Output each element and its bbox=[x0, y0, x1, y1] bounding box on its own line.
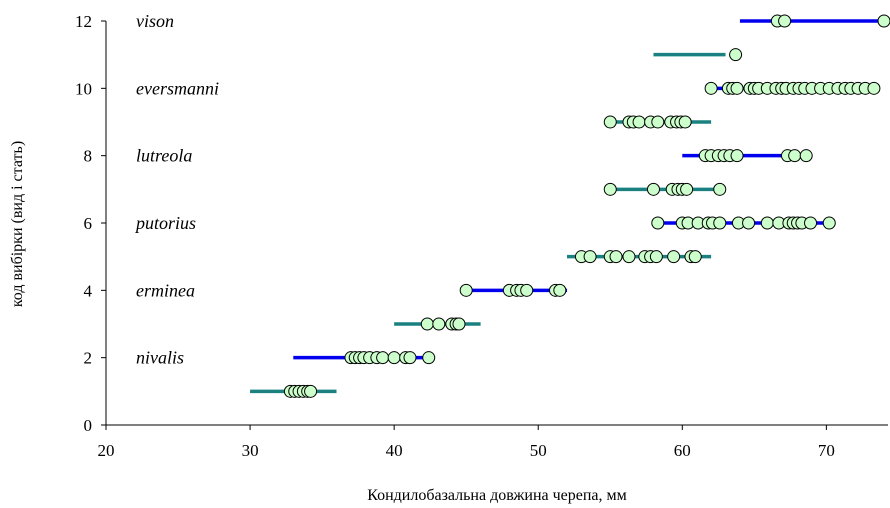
data-point bbox=[646, 182, 660, 196]
data-point bbox=[304, 384, 318, 398]
data-point bbox=[804, 216, 818, 230]
data-point bbox=[651, 115, 665, 129]
x-tick-label: 40 bbox=[386, 441, 403, 460]
species-label: vison bbox=[136, 11, 174, 31]
data-point bbox=[680, 182, 694, 196]
species-label: nivalis bbox=[136, 348, 184, 368]
species-label: lutreola bbox=[136, 146, 192, 166]
data-point bbox=[603, 182, 617, 196]
data-point bbox=[742, 216, 756, 230]
data-point bbox=[730, 149, 744, 163]
data-point bbox=[603, 115, 617, 129]
species-label: erminea bbox=[136, 280, 195, 300]
x-tick-label: 50 bbox=[530, 441, 547, 460]
data-point bbox=[553, 283, 567, 297]
data-point bbox=[632, 115, 646, 129]
data-point bbox=[622, 250, 636, 264]
y-tick-label: 0 bbox=[84, 416, 93, 435]
data-point bbox=[729, 48, 743, 62]
data-point bbox=[822, 216, 836, 230]
x-axis-title: Кондилобазальна довжина черепа, мм bbox=[367, 487, 627, 504]
x-tick-label: 20 bbox=[98, 441, 115, 460]
data-point bbox=[730, 81, 744, 95]
x-tick-label: 60 bbox=[674, 441, 691, 460]
range-lines bbox=[250, 19, 884, 394]
x-tick-label: 30 bbox=[242, 441, 259, 460]
data-point bbox=[877, 14, 890, 28]
x-tick-label: 70 bbox=[818, 441, 835, 460]
data-point bbox=[867, 81, 881, 95]
data-point bbox=[799, 149, 813, 163]
data-point bbox=[420, 317, 434, 331]
data-point bbox=[403, 351, 417, 365]
data-point bbox=[376, 351, 390, 365]
data-point bbox=[452, 317, 466, 331]
data-point bbox=[713, 182, 727, 196]
data-point bbox=[667, 250, 681, 264]
data-point bbox=[778, 14, 792, 28]
y-tick-label: 6 bbox=[84, 214, 93, 233]
axes: 0 2 4 6 8 10 12 20 30 40 50 60 70 bbox=[75, 12, 888, 460]
y-axis-title: код вибірки (вид і стать) bbox=[9, 141, 26, 307]
y-tick-label: 8 bbox=[84, 147, 93, 166]
species-labels: vison eversmanni lutreola putorius erminea ni… bbox=[134, 11, 219, 368]
data-point bbox=[688, 250, 702, 264]
data-point bbox=[760, 216, 774, 230]
data-point bbox=[422, 351, 436, 365]
data-point bbox=[649, 250, 663, 264]
data-point bbox=[520, 283, 534, 297]
data-point bbox=[713, 216, 727, 230]
y-tick-label: 12 bbox=[75, 12, 92, 31]
y-tick-label: 2 bbox=[84, 349, 93, 368]
data-points bbox=[283, 14, 890, 398]
data-point bbox=[678, 115, 692, 129]
y-tick-label: 4 bbox=[84, 281, 93, 300]
y-tick-label: 10 bbox=[75, 79, 92, 98]
species-label: putorius bbox=[134, 213, 196, 233]
data-point bbox=[583, 250, 597, 264]
data-point bbox=[387, 351, 401, 365]
data-point bbox=[788, 149, 802, 163]
data-point bbox=[609, 250, 623, 264]
data-point bbox=[704, 81, 718, 95]
species-label: eversmanni bbox=[136, 78, 219, 98]
data-point bbox=[459, 283, 473, 297]
data-point bbox=[432, 317, 446, 331]
data-point bbox=[651, 216, 665, 230]
